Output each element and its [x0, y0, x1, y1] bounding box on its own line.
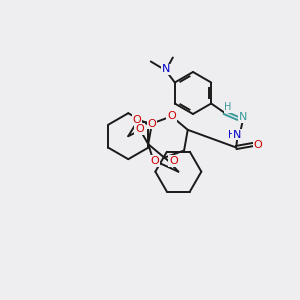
Text: O: O [254, 140, 262, 149]
Text: H: H [224, 103, 232, 112]
Text: O: O [135, 124, 144, 134]
Text: H: H [229, 130, 236, 140]
Text: O: O [148, 118, 156, 128]
Text: O: O [167, 111, 176, 121]
Text: N: N [233, 130, 242, 140]
Text: O: O [133, 115, 141, 124]
Text: N: N [239, 112, 248, 122]
Text: O: O [169, 156, 178, 166]
Text: O: O [150, 156, 159, 166]
Text: N: N [162, 64, 170, 74]
